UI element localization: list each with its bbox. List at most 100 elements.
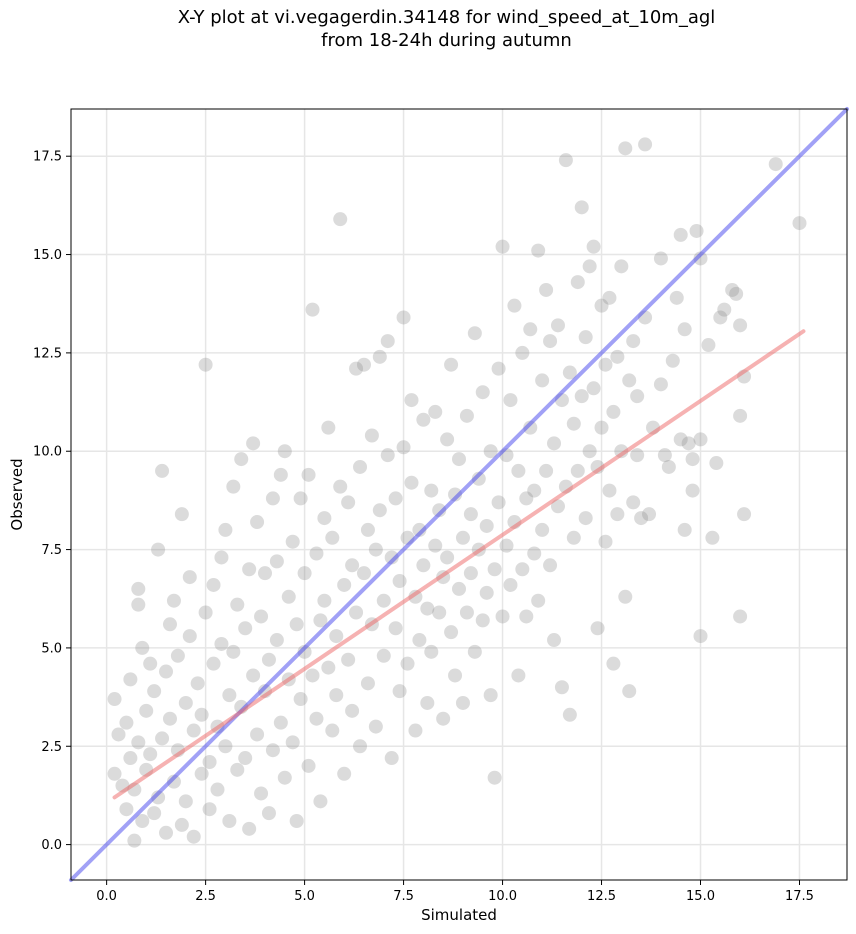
data-point xyxy=(614,259,629,274)
data-point xyxy=(693,251,708,266)
x-tick-label: 2.5 xyxy=(195,889,216,904)
data-point xyxy=(487,770,502,785)
data-point xyxy=(388,621,403,636)
data-point xyxy=(630,448,645,463)
data-point xyxy=(535,373,550,388)
data-point xyxy=(309,546,324,561)
data-point xyxy=(337,577,352,592)
data-point xyxy=(246,436,261,451)
data-point xyxy=(305,668,320,683)
data-point xyxy=(598,357,613,372)
data-point xyxy=(420,695,435,710)
data-point xyxy=(677,522,692,537)
chart-title-line1: X-Y plot at vi.vegagerdin.34148 for wind… xyxy=(177,7,716,28)
data-point xyxy=(578,511,593,526)
data-point xyxy=(273,467,288,482)
x-tick-label: 5.0 xyxy=(294,889,315,904)
data-point xyxy=(440,432,455,447)
data-point xyxy=(578,330,593,345)
data-point xyxy=(511,463,526,478)
data-point xyxy=(408,723,423,738)
data-point xyxy=(689,223,704,238)
data-point xyxy=(206,577,221,592)
data-point xyxy=(539,282,554,297)
data-point xyxy=(463,507,478,522)
data-point xyxy=(242,562,257,577)
data-point xyxy=(131,735,146,750)
data-point xyxy=(725,282,740,297)
data-point xyxy=(265,491,280,506)
data-point xyxy=(392,574,407,589)
data-point xyxy=(345,703,360,718)
data-point xyxy=(693,432,708,447)
data-point xyxy=(242,821,257,836)
data-point xyxy=(543,334,558,349)
data-point xyxy=(653,251,668,266)
data-point xyxy=(222,813,237,828)
data-point xyxy=(297,644,312,659)
data-point xyxy=(309,711,324,726)
data-point xyxy=(313,613,328,628)
data-point xyxy=(293,491,308,506)
data-point xyxy=(729,286,744,301)
data-point xyxy=(289,617,304,632)
data-point xyxy=(448,487,463,502)
data-point xyxy=(293,692,308,707)
data-point xyxy=(143,656,158,671)
data-point xyxy=(535,522,550,537)
data-point xyxy=(471,471,486,486)
data-point xyxy=(333,479,348,494)
data-point xyxy=(531,593,546,608)
x-tick-label: 17.5 xyxy=(785,889,814,904)
data-point xyxy=(317,593,332,608)
data-point xyxy=(665,353,680,368)
data-point xyxy=(254,786,269,801)
data-point xyxy=(638,137,653,152)
data-point xyxy=(127,833,142,848)
data-point xyxy=(384,751,399,766)
data-point xyxy=(440,550,455,565)
data-point xyxy=(487,562,502,577)
data-point xyxy=(281,589,296,604)
data-point xyxy=(123,672,138,687)
data-point xyxy=(341,652,356,667)
data-point xyxy=(428,538,443,553)
data-point xyxy=(412,522,427,537)
data-point xyxy=(768,157,783,172)
data-point xyxy=(475,385,490,400)
data-point xyxy=(194,707,209,722)
data-point xyxy=(642,507,657,522)
axis-ticks: 0.0 2.5 5.0 7.5 10.0 12.5 15.0 17.5 0.0 2.5 5.0 7.5… xyxy=(33,150,814,904)
data-point xyxy=(246,668,261,683)
data-point xyxy=(159,825,174,840)
data-point xyxy=(483,444,498,459)
data-point xyxy=(606,656,621,671)
data-point xyxy=(119,715,134,730)
data-point xyxy=(436,711,451,726)
data-point xyxy=(554,680,569,695)
data-point xyxy=(269,633,284,648)
data-point xyxy=(463,566,478,581)
data-point xyxy=(210,782,225,797)
data-point xyxy=(610,507,625,522)
data-point xyxy=(562,707,577,722)
data-point xyxy=(673,227,688,242)
data-point xyxy=(527,546,542,561)
data-point xyxy=(570,275,585,290)
data-point xyxy=(301,467,316,482)
data-point xyxy=(123,751,138,766)
grid-lines xyxy=(71,109,847,880)
data-point xyxy=(586,239,601,254)
data-point xyxy=(713,310,728,325)
data-point xyxy=(372,503,387,518)
data-point xyxy=(626,334,641,349)
data-point xyxy=(491,495,506,510)
data-point xyxy=(566,530,581,545)
data-point xyxy=(159,664,174,679)
identity-line xyxy=(69,107,849,882)
chart-title: X-Y plot at vi.vegagerdin.34148 for wind… xyxy=(0,6,856,52)
data-point xyxy=(254,609,269,624)
data-point xyxy=(622,373,637,388)
data-point xyxy=(214,636,229,651)
